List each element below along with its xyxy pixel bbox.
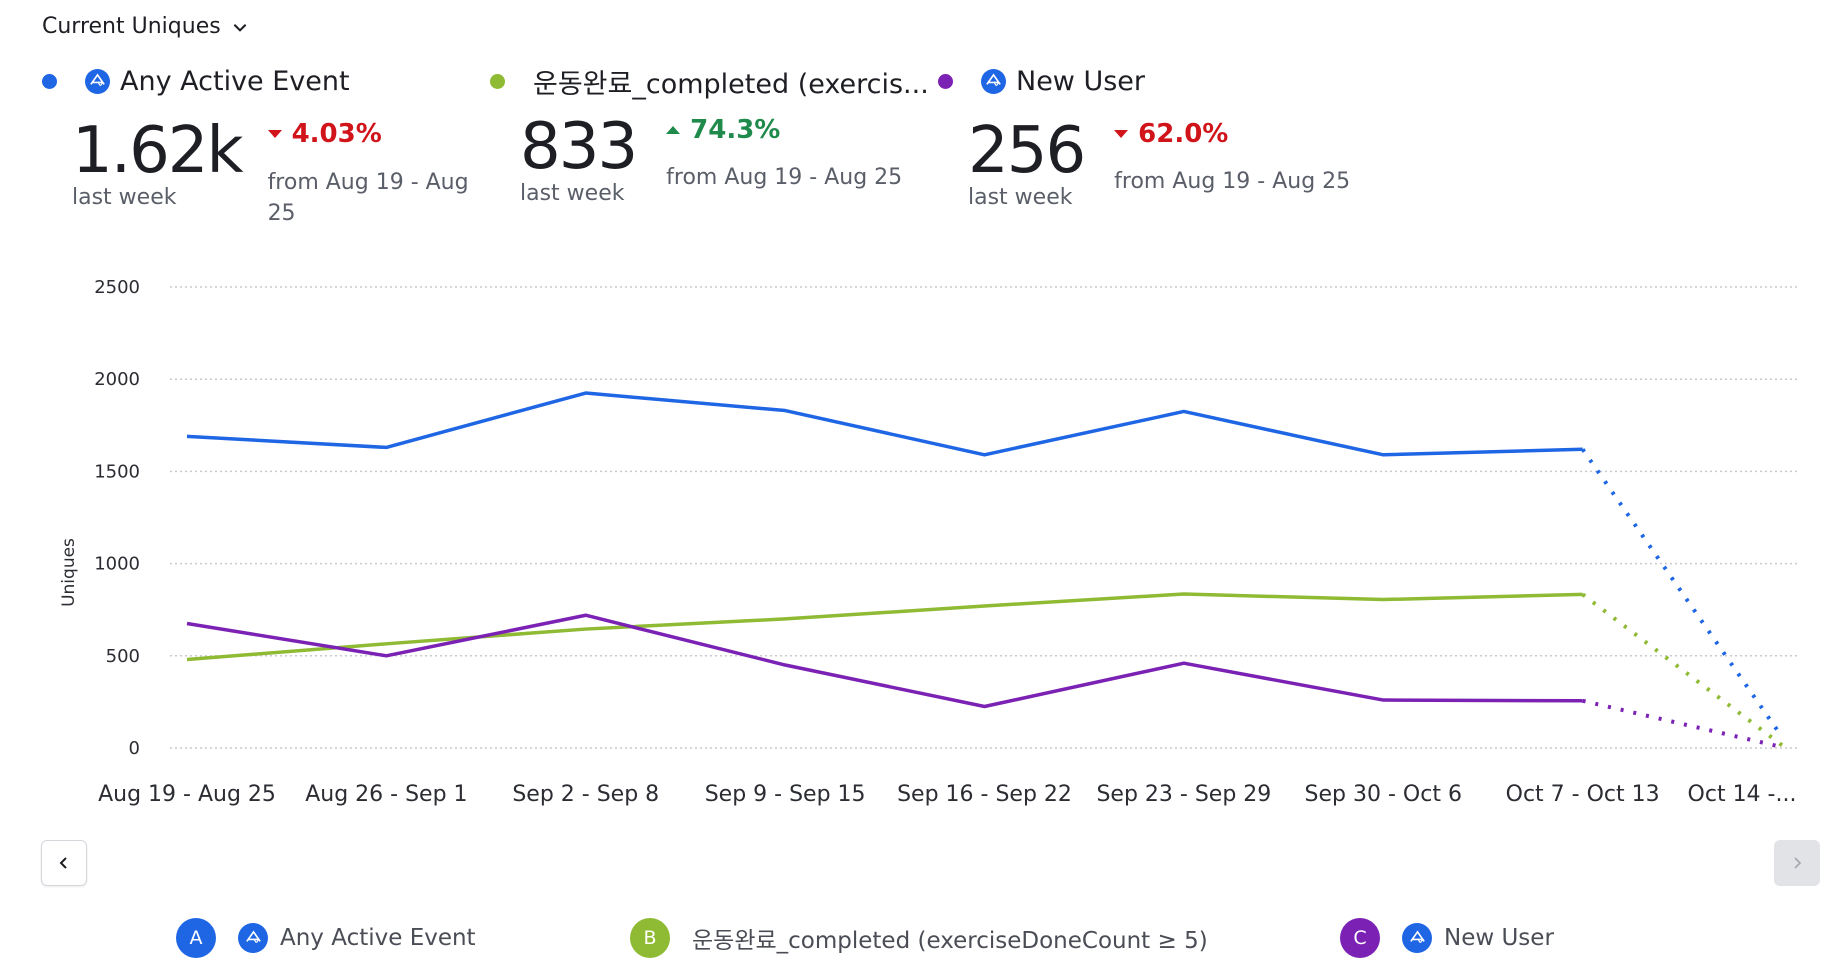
x-tick-label: Aug 19 - Aug 25 [98, 782, 276, 807]
y-tick-label: 2500 [94, 277, 140, 298]
series-incomplete-segment-1 [1581, 592, 1784, 747]
series-color-dot [938, 74, 953, 89]
trend-down-icon [1114, 130, 1129, 138]
next-page-button[interactable] [1774, 840, 1820, 886]
data-point[interactable] [179, 616, 195, 632]
x-tick-label: Sep 2 - Sep 8 [512, 782, 659, 807]
kpi-compare: from Aug 19 - Aug 25 [1114, 169, 1351, 194]
kpi-compare: from Aug 19 - Aug 25 [666, 165, 903, 190]
kpi-title: 운동완료_completed (exercis... [533, 69, 929, 100]
kpi-delta: 4.03% [267, 119, 478, 149]
x-tick-label: Sep 23 - Sep 29 [1096, 782, 1271, 807]
kpi-title: New User [1016, 66, 1146, 97]
legend-badge: C [1340, 918, 1380, 958]
data-point[interactable] [578, 621, 594, 637]
data-point[interactable] [977, 598, 993, 614]
kpi-new-user: New User 256 last week 62.0% from Aug 19… [938, 66, 1350, 210]
amplitude-icon [981, 69, 1006, 94]
series-incomplete-segment-2 [1582, 698, 1783, 750]
data-point[interactable] [1375, 447, 1391, 463]
amplitude-icon [238, 923, 268, 953]
kpi-value: 256 [968, 114, 1086, 188]
kpi-period: last week [968, 185, 1073, 210]
y-tick-label: 0 [129, 738, 140, 759]
line-chart: 0 500 1000 1500 2000 2500 Uniques Aug 19 - Aug … [59, 277, 1800, 807]
series-line-1 [186, 592, 1583, 662]
series-line-0 [186, 391, 1583, 457]
legend-item-a[interactable]: A Any Active Event [176, 918, 476, 958]
metric-selector-label: Current Uniques [42, 14, 221, 39]
legend-item-b[interactable]: B 운동완료_completed (exerciseDoneCount ≥ 5) [630, 918, 1208, 958]
data-point[interactable] [578, 385, 594, 401]
data-point[interactable] [777, 657, 793, 673]
kpi-period: last week [72, 185, 177, 210]
data-point[interactable] [1575, 441, 1591, 457]
y-tick-label: 1000 [94, 554, 140, 575]
x-tick-label: Oct 14 -... [1688, 782, 1797, 807]
data-point[interactable] [777, 403, 793, 419]
data-point[interactable] [1176, 586, 1192, 602]
data-point[interactable] [179, 428, 195, 444]
amplitude-icon [1402, 923, 1432, 953]
x-tick-label: Sep 30 - Oct 6 [1305, 782, 1462, 807]
metric-selector-dropdown[interactable]: Current Uniques [42, 14, 249, 39]
x-tick-label: Sep 9 - Sep 15 [705, 782, 866, 807]
legend-badge: A [176, 918, 216, 958]
data-point[interactable] [777, 611, 793, 627]
x-tick-label: Sep 16 - Sep 22 [897, 782, 1072, 807]
data-point[interactable] [1774, 739, 1790, 755]
data-point[interactable] [1575, 693, 1591, 709]
data-point[interactable] [1375, 592, 1391, 608]
data-point[interactable] [1575, 586, 1591, 602]
kpi-compare: from Aug 19 - Aug 25 [267, 170, 469, 226]
chevron-right-icon [1794, 857, 1802, 869]
legend-label: New User [1444, 925, 1554, 951]
series-color-dot [42, 74, 57, 89]
trend-up-icon [666, 126, 681, 134]
data-point[interactable] [1176, 655, 1192, 671]
data-point[interactable] [378, 648, 394, 664]
legend-badge: B [630, 918, 670, 958]
kpi-delta: 62.0% [1114, 119, 1350, 149]
kpi-value: 1.62k [72, 114, 244, 188]
amplitude-icon [85, 69, 110, 94]
kpi-delta: 74.3% [666, 115, 902, 145]
chevron-down-icon [233, 23, 247, 32]
trend-down-icon [267, 130, 282, 138]
kpi-value: 833 [520, 110, 638, 184]
series-incomplete-segment-0 [1580, 448, 1784, 739]
prev-page-button[interactable] [41, 840, 87, 886]
legend-label: Any Active Event [280, 925, 476, 951]
y-tick-label: 1500 [94, 461, 140, 482]
y-tick-label: 500 [106, 646, 140, 667]
kpi-period: last week [520, 181, 625, 206]
data-point[interactable] [977, 447, 993, 463]
kpi-title: Any Active Event [120, 66, 350, 97]
chevron-left-icon [59, 857, 67, 869]
legend-item-c[interactable]: C New User [1340, 918, 1554, 958]
x-tick-label: Aug 26 - Sep 1 [305, 782, 467, 807]
y-axis-label: Uniques [59, 538, 79, 607]
kpi-any-active-event: Any Active Event 1.62k last week 4.03% f… [42, 66, 478, 229]
kpi-exercise-completed: 운동완료_completed (exercis... 833 last week… [490, 62, 929, 206]
series-line-2 [186, 613, 1583, 709]
data-point[interactable] [179, 651, 195, 667]
legend-label: 운동완료_completed (exerciseDoneCount ≥ 5) [692, 928, 1208, 954]
data-point[interactable] [378, 439, 394, 455]
y-tick-label: 2000 [94, 369, 140, 390]
series-color-dot [490, 74, 505, 89]
x-tick-label: Oct 7 - Oct 13 [1506, 782, 1660, 807]
data-point[interactable] [1375, 692, 1391, 708]
data-point[interactable] [578, 607, 594, 623]
data-point[interactable] [977, 699, 993, 715]
data-point[interactable] [1176, 403, 1192, 419]
